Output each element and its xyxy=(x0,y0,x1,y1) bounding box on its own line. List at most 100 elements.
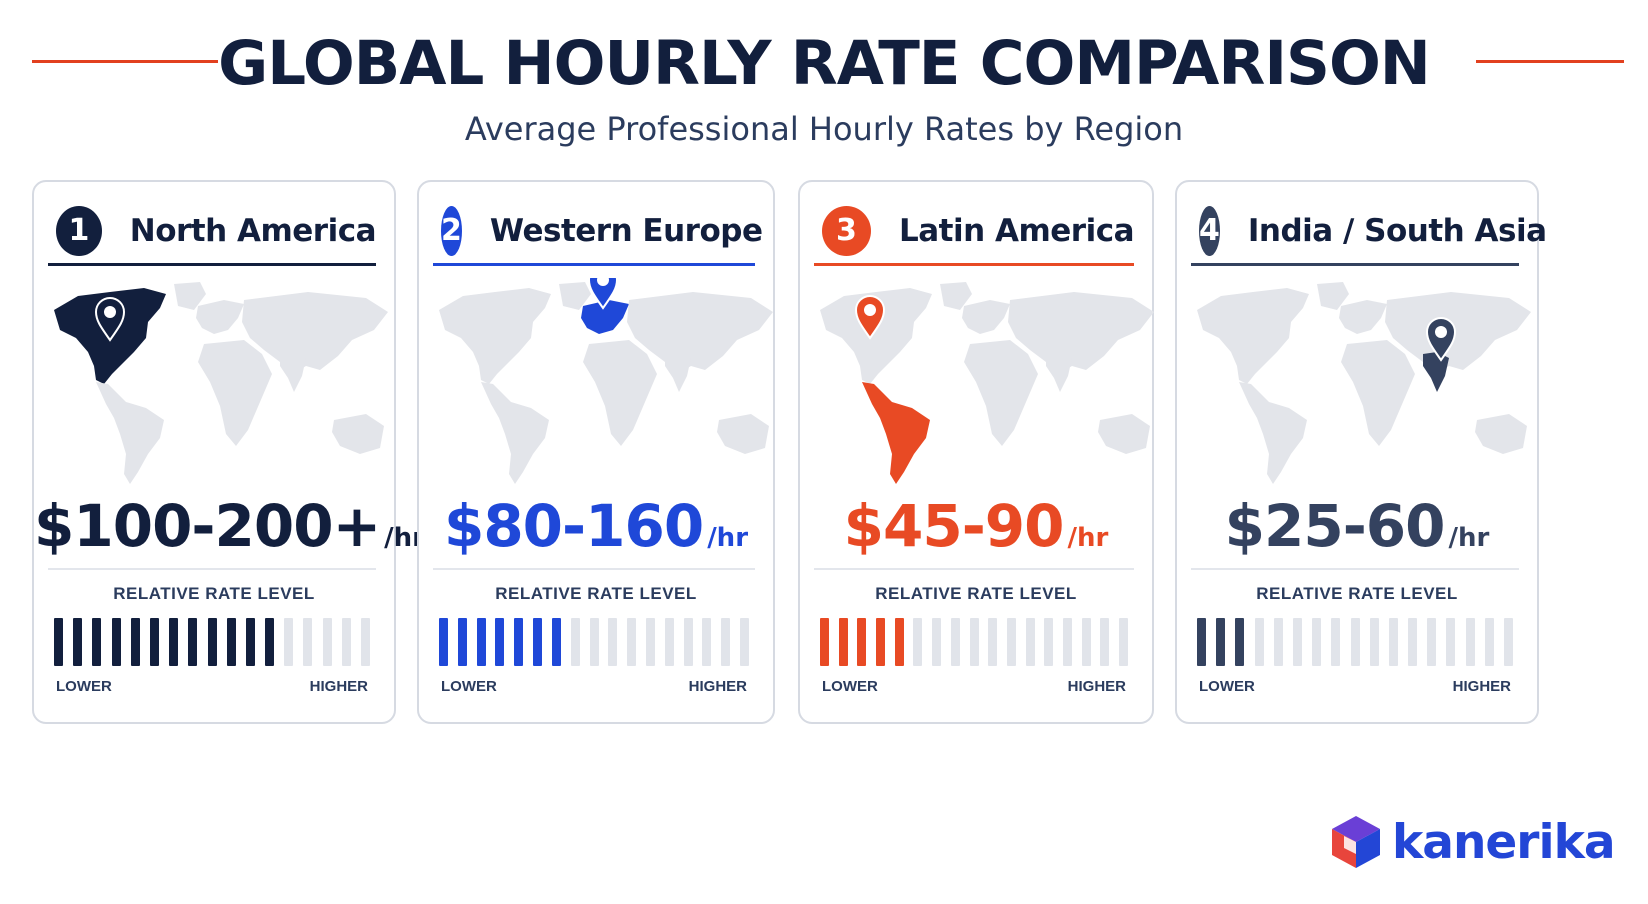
meter-bar-empty xyxy=(1006,618,1016,666)
meter-bar-filled xyxy=(226,618,236,666)
scale-lower-label: LOWER xyxy=(1199,678,1255,695)
meter-bar-filled xyxy=(476,618,486,666)
price-range: $80-160/hr xyxy=(419,492,773,560)
map-region-africa xyxy=(964,340,1038,446)
world-map xyxy=(439,278,773,484)
rate-level-label: RELATIVE RATE LEVEL xyxy=(875,584,1077,603)
rank-badge: 3 xyxy=(822,205,871,256)
meter-bar-filled xyxy=(439,618,448,666)
map-region-north-america xyxy=(1197,288,1309,384)
map-region-greenland xyxy=(174,282,206,310)
price-value: $45-90 xyxy=(843,492,1065,560)
meter-bar-empty xyxy=(1369,618,1379,666)
meter-bar-filled xyxy=(820,618,829,666)
meter-bar-empty xyxy=(1484,618,1494,666)
map-region-africa xyxy=(583,340,657,446)
meter-bar-filled xyxy=(265,618,275,666)
rate-level-label: RELATIVE RATE LEVEL xyxy=(113,584,315,603)
meter-bar-empty xyxy=(1025,618,1035,666)
meter-bar-empty xyxy=(589,618,599,666)
meter-bar-empty xyxy=(303,618,313,666)
card-header: 4 India / South Asia xyxy=(1191,198,1547,266)
brand-logo: kanerika xyxy=(1330,814,1616,870)
meter-bar-empty xyxy=(1292,618,1302,666)
meter-bar-filled xyxy=(857,618,867,666)
rate-level-label: RELATIVE RATE LEVEL xyxy=(1256,584,1458,603)
map-region-australia xyxy=(1098,414,1150,454)
meter-bar-filled xyxy=(169,618,179,666)
meter-bar-empty xyxy=(1408,618,1418,666)
meter-bar-empty xyxy=(664,618,674,666)
meter-bar-empty xyxy=(1504,618,1513,666)
meter-bar-empty xyxy=(1312,618,1322,666)
meter-bar-empty xyxy=(645,618,655,666)
meter-bar-filled xyxy=(1216,618,1226,666)
page-title: GLOBAL HOURLY RATE COMPARISON xyxy=(218,28,1431,99)
map-region-south-asia xyxy=(1423,352,1449,392)
meter-bar-filled xyxy=(130,618,140,666)
meter-bar-empty xyxy=(322,618,332,666)
meter-bar-empty xyxy=(1062,618,1072,666)
map-region-south-asia xyxy=(1046,352,1072,392)
map-region-asia xyxy=(1008,292,1154,374)
card-header: 1 North America xyxy=(48,198,377,266)
meter-bar-empty xyxy=(1388,618,1398,666)
meter-bar-filled xyxy=(245,618,255,666)
region-card-south-asia: 4 India / South Asia $25-60/hr RELATIVE … xyxy=(1175,180,1547,724)
map-region-europe xyxy=(196,300,244,334)
meter-bar-filled xyxy=(73,618,83,666)
meter-bar-empty xyxy=(913,618,923,666)
rate-level-meter xyxy=(54,618,370,666)
meter-bar-empty xyxy=(721,618,731,666)
world-map xyxy=(1197,282,1531,484)
meter-bar-filled xyxy=(111,618,121,666)
divider xyxy=(814,568,1134,570)
scale-higher-label: HIGHER xyxy=(688,678,747,695)
meter-bar-filled xyxy=(207,618,217,666)
location-pin-icon xyxy=(854,295,886,340)
meter-bar-empty xyxy=(1465,618,1475,666)
price-range: $100-200+/hr xyxy=(34,492,425,560)
meter-bar-empty xyxy=(284,618,294,666)
price-range: $25-60/hr xyxy=(1177,492,1537,560)
region-card-north-america: 1 North America $100-200+/hr RELATIVE RA… xyxy=(32,180,425,724)
map-region-latin-america xyxy=(1239,382,1307,484)
page-subtitle: Average Professional Hourly Rates by Reg… xyxy=(464,110,1184,148)
map-region-north-america xyxy=(439,288,551,384)
meter-bar-empty xyxy=(1254,618,1264,666)
region-card-western-europe: 2 Western Europe $80-160/hr RELATIVE RAT… xyxy=(417,180,775,724)
scale-lower-label: LOWER xyxy=(441,678,497,695)
meter-bar-filled xyxy=(188,618,198,666)
meter-bar-filled xyxy=(1197,618,1206,666)
divider xyxy=(1191,568,1519,570)
meter-bar-empty xyxy=(341,618,351,666)
price-value: $25-60 xyxy=(1224,492,1446,560)
map-region-australia xyxy=(332,414,384,454)
meter-bar-filled xyxy=(1235,618,1245,666)
rate-level-meter xyxy=(1197,618,1513,666)
meter-bar-filled xyxy=(894,618,904,666)
cube-logo-icon xyxy=(1332,816,1380,868)
map-region-latin-america xyxy=(862,382,930,484)
map-region-greenland xyxy=(1317,282,1349,310)
meter-bar-filled xyxy=(876,618,886,666)
header-line-right xyxy=(1476,60,1624,63)
card-header: 2 Western Europe xyxy=(433,198,763,266)
map-region-asia xyxy=(242,292,388,374)
location-pin-icon xyxy=(587,278,619,310)
map-region-europe xyxy=(962,300,1010,334)
rate-level-meter xyxy=(820,618,1128,666)
meter-bar-empty xyxy=(608,618,618,666)
scale-higher-label: HIGHER xyxy=(1067,678,1126,695)
meter-bar-filled xyxy=(149,618,159,666)
meter-bar-empty xyxy=(570,618,580,666)
map-region-greenland xyxy=(940,282,972,310)
map-region-asia xyxy=(1385,292,1531,374)
map-region-europe xyxy=(1339,300,1387,334)
scale-lower-label: LOWER xyxy=(56,678,112,695)
meter-bar-empty xyxy=(1427,618,1437,666)
meter-bar-empty xyxy=(950,618,960,666)
map-region-africa xyxy=(198,340,272,446)
meter-bar-empty xyxy=(627,618,637,666)
price-value: $100-200+ xyxy=(34,492,381,560)
